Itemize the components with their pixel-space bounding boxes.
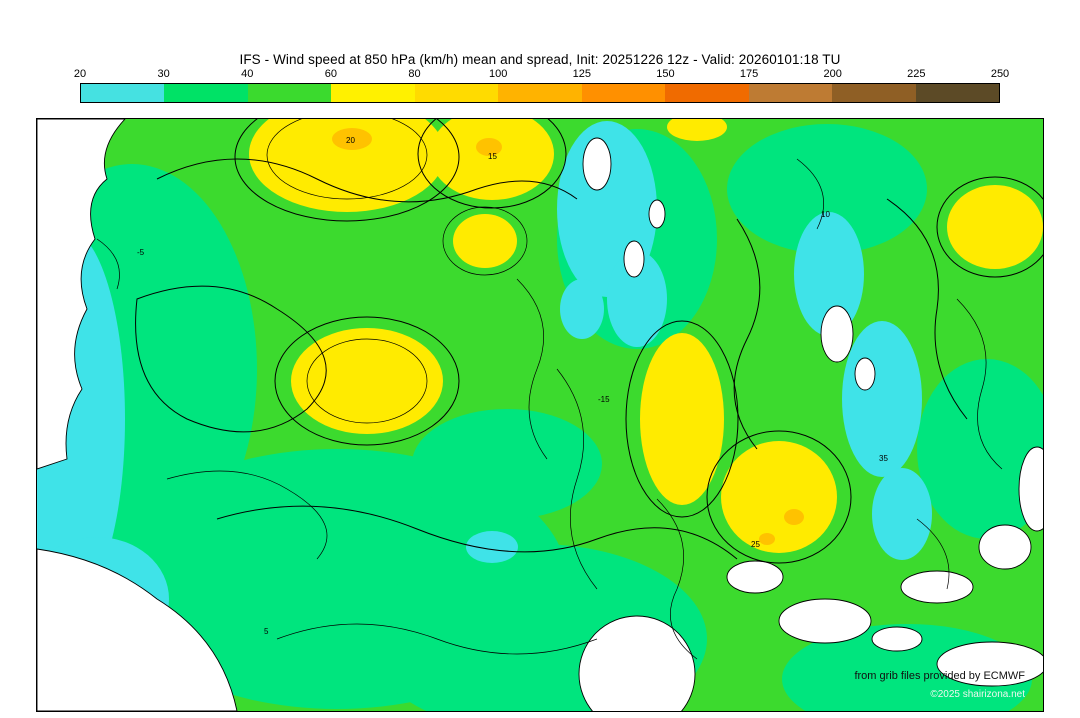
colorbar-segment <box>81 84 165 102</box>
colorbar-tick: 20 <box>73 68 87 80</box>
colorbar-segment <box>915 84 999 102</box>
colorbar-tick: 200 <box>823 68 842 80</box>
colorbar: 20 30 40 60 80 100 125 150 175 200 225 250 <box>74 68 1009 103</box>
colorbar-segments <box>80 83 1000 103</box>
contour-label: 15 <box>488 152 497 161</box>
colorbar-tick: 100 <box>488 68 508 80</box>
colorbar-segment <box>247 84 332 102</box>
credits-copyright: ©2025 shairizona.net <box>930 689 1025 700</box>
contour-label: 35 <box>879 454 888 463</box>
contour-lines <box>96 119 1043 660</box>
yellow-wind-regions <box>249 119 1043 553</box>
contour-label: 10 <box>821 210 830 219</box>
colorbar-segment <box>164 84 248 102</box>
colorbar-tick: 60 <box>324 68 338 80</box>
colorbar-segment <box>414 84 499 102</box>
colorbar-segment <box>832 84 916 102</box>
map-title: IFS - Wind speed at 850 hPa (km/h) mean … <box>239 52 841 67</box>
colorbar-tick: 80 <box>408 68 421 80</box>
contour-label: -5 <box>137 248 145 257</box>
colorbar-segment <box>581 84 666 102</box>
colorbar-tick: 125 <box>572 68 591 80</box>
contour-label: 5 <box>264 627 269 636</box>
white-calm-regions <box>37 119 1043 711</box>
colorbar-tick: 150 <box>656 68 675 80</box>
colorbar-segment <box>498 84 582 102</box>
map-frame: 20 15 -5 10 -15 35 25 5 from grib files provide… <box>36 118 1044 712</box>
credits-source: from grib files provided by ECMWF <box>854 670 1025 682</box>
colorbar-tick: 40 <box>241 68 254 80</box>
colorbar-ticks: 20 30 40 60 80 100 125 150 175 200 225 250 <box>74 68 1009 81</box>
colorbar-segment <box>748 84 833 102</box>
orange-wind-spots <box>332 128 804 545</box>
colorbar-tick: 225 <box>907 68 926 80</box>
colorbar-tick: 175 <box>739 68 759 80</box>
forecast-map: 20 15 -5 10 -15 35 25 5 from grib files provide… <box>37 119 1043 711</box>
colorbar-segment <box>331 84 415 102</box>
colorbar-tick: 30 <box>157 68 170 80</box>
contour-labels: 20 15 -5 10 -15 35 25 5 <box>137 136 888 636</box>
colorbar-tick: 250 <box>990 68 1010 80</box>
colorbar-segment <box>665 84 749 102</box>
contour-label: 20 <box>346 136 355 145</box>
contour-label: -15 <box>598 395 610 404</box>
contour-label: 25 <box>751 540 760 549</box>
